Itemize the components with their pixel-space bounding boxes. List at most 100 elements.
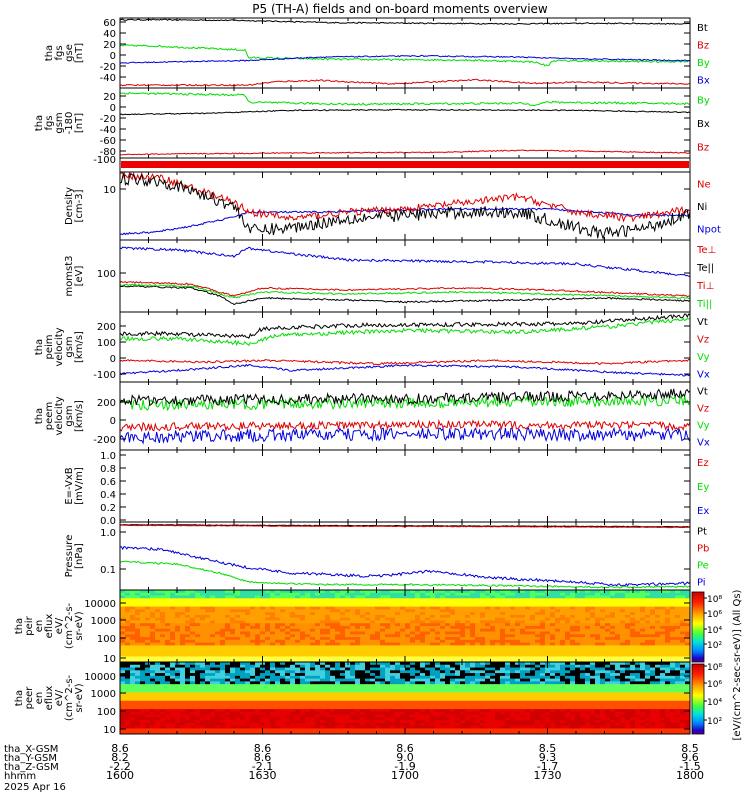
spectrogram-cell xyxy=(400,670,406,674)
spectrogram-cell xyxy=(255,667,261,671)
spectrogram-cell xyxy=(340,653,346,657)
spectrogram-cell xyxy=(405,695,411,699)
spectrogram-cell xyxy=(520,659,526,663)
spectrogram-cell xyxy=(660,692,666,696)
spectrogram-cell xyxy=(130,686,136,691)
spectrogram-cell xyxy=(305,603,311,608)
spectrogram-cell xyxy=(350,692,356,696)
spectrogram-cell xyxy=(520,631,526,635)
spectrogram-cell xyxy=(605,631,611,635)
spectrogram-cell xyxy=(455,609,461,613)
spectrogram-cell xyxy=(155,626,161,630)
spectrogram-cell xyxy=(540,620,546,624)
spectrogram-cell xyxy=(435,595,441,599)
spectrogram-cell xyxy=(295,695,301,699)
spectrogram-cell xyxy=(665,612,671,616)
spectrogram-cell xyxy=(500,662,506,666)
spectrogram-cell xyxy=(685,675,691,680)
spectrogram-cell xyxy=(315,606,321,610)
panel-frame xyxy=(119,381,691,451)
spectrogram-cell xyxy=(120,623,126,627)
spectrogram-cell xyxy=(620,667,626,671)
spectrogram-cell xyxy=(635,634,641,638)
spectrogram-cell xyxy=(285,695,291,699)
spectrogram-cell xyxy=(550,659,556,663)
spectrogram-cell xyxy=(635,592,641,596)
spectrogram-cell xyxy=(680,614,686,619)
spectrogram-cell xyxy=(465,650,471,655)
spectrogram-cell xyxy=(380,631,386,635)
spectrogram-cell xyxy=(650,609,656,613)
spectrogram-cell xyxy=(410,603,416,608)
spectrogram-cell xyxy=(660,637,666,641)
spectrogram-cell xyxy=(145,592,151,596)
spectrogram-cell xyxy=(620,634,626,638)
spectrogram-cell xyxy=(535,650,541,655)
spectrogram-cell xyxy=(320,650,326,655)
spectrogram-cell xyxy=(430,628,436,632)
spectrogram-cell xyxy=(620,645,626,649)
spectrogram-cell xyxy=(170,617,176,621)
spectrogram-cell xyxy=(460,598,466,602)
spectrogram-cell xyxy=(150,601,156,605)
spectrogram-cell xyxy=(370,595,376,599)
spectrogram-cell xyxy=(425,670,431,674)
spectrogram-cell xyxy=(685,631,691,635)
spectrogram-cell xyxy=(180,664,186,668)
spectrogram-cell xyxy=(320,692,326,696)
spectrogram-cell xyxy=(240,684,246,688)
spectrogram-cell xyxy=(540,623,546,627)
spectrogram-cell xyxy=(515,673,521,677)
spectrogram-cell xyxy=(580,678,586,682)
spectrogram-cell xyxy=(295,662,301,666)
spectrogram-cell xyxy=(125,592,131,596)
spectrogram-cell xyxy=(175,659,181,663)
spectrogram-cell xyxy=(565,650,571,655)
spectrogram-cell xyxy=(485,686,491,691)
spectrogram-cell xyxy=(465,609,471,613)
spectrogram-cell xyxy=(490,631,496,635)
spectrogram-cell xyxy=(430,650,436,655)
spectrogram-cell xyxy=(675,675,681,680)
spectrogram-cell xyxy=(315,628,321,632)
spectrogram-cell xyxy=(605,592,611,596)
spectrogram-cell xyxy=(590,606,596,610)
spectrogram-cell xyxy=(620,609,626,613)
spectrogram-cell xyxy=(140,637,146,641)
spectrogram-cell xyxy=(680,598,686,602)
spectrogram-cell xyxy=(625,623,631,627)
spectrogram-cell xyxy=(680,609,686,613)
spectrogram-cell xyxy=(450,601,456,605)
spectrogram-cell xyxy=(455,639,461,644)
spectrogram-cell xyxy=(540,631,546,635)
spectrogram-cell xyxy=(555,637,561,641)
spectrogram-cell xyxy=(415,662,421,666)
spectrogram-cell xyxy=(435,609,441,613)
spectrogram-cell xyxy=(590,673,596,677)
spectrogram-cell xyxy=(235,664,241,668)
spectrogram-cell xyxy=(235,645,241,649)
spectrogram-cell xyxy=(250,689,256,693)
spectrogram-cell xyxy=(205,656,211,660)
spectrogram-cell xyxy=(480,692,486,696)
spectrogram-cell xyxy=(585,689,591,693)
spectrogram-cell xyxy=(255,653,261,657)
spectrogram-cell xyxy=(525,612,531,616)
spectrogram-cell xyxy=(665,684,671,688)
spectrogram-cell xyxy=(500,681,506,685)
spectrogram-cell xyxy=(325,601,331,605)
spectrogram-cell xyxy=(295,590,301,594)
spectrogram-cell xyxy=(240,620,246,624)
spectrogram-cell xyxy=(255,612,261,616)
spectrogram-cell xyxy=(325,681,331,685)
spectrogram-cell xyxy=(135,695,141,699)
spectrogram-cell xyxy=(230,667,236,671)
spectrogram-cell xyxy=(550,601,556,605)
spectrogram-cell xyxy=(480,637,486,641)
spectrogram-cell xyxy=(655,656,661,660)
spectrogram-cell xyxy=(585,614,591,619)
spectrogram-cell xyxy=(290,686,296,691)
spectrogram-cell xyxy=(585,667,591,671)
spectrogram-cell xyxy=(400,675,406,680)
spectrogram-cell xyxy=(215,623,221,627)
